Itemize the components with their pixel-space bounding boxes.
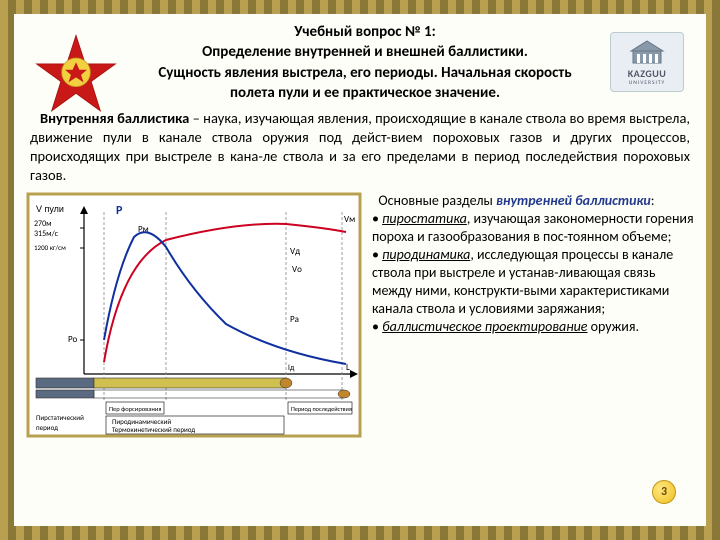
title-line-2: Определение внутренней и внешней баллист…: [116, 42, 614, 62]
svg-text:P: P: [116, 204, 123, 218]
bullet-0: • пиростатика, изучающая закономерности …: [372, 210, 694, 246]
svg-text:lд: lд: [288, 363, 295, 373]
right-colon: :: [651, 192, 655, 209]
title-line-1: Учебный вопрос № 1:: [116, 22, 614, 42]
svg-text:Ро: Ро: [68, 334, 78, 345]
title-line-4: полета пули и ее практическое значение.: [116, 83, 614, 103]
svg-text:270м: 270м: [34, 219, 52, 229]
svg-text:Pм: Pм: [138, 224, 149, 235]
bullet-2: • баллистическое проектирование оружия.: [372, 318, 694, 336]
title-line-3: Сущность явления выстрела, его периоды. …: [116, 63, 614, 83]
svg-text:Vо: Vо: [292, 264, 302, 275]
svg-text:Термокинетический период: Термокинетический период: [112, 425, 195, 434]
svg-text:L: L: [346, 362, 350, 373]
svg-text:Vд: Vд: [290, 246, 300, 257]
svg-text:V пули: V пули: [36, 204, 64, 214]
bullets-container: • пиростатика, изучающая закономерности …: [372, 210, 694, 335]
svg-text:Пирстатический: Пирстатический: [36, 413, 84, 422]
university-logo: KAZGUU UNIVERSITY: [610, 32, 684, 92]
intro-paragraph: Внутренняя баллистика – наука, изучающая…: [30, 109, 690, 184]
bullet-1: • пиродинамика, исследующая процессы в к…: [372, 246, 694, 318]
svg-text:315м/с: 315м/с: [34, 229, 59, 239]
star-emblem: [34, 32, 118, 116]
svg-text:1200 кг/см: 1200 кг/см: [34, 243, 66, 252]
slide-content: KAZGUU UNIVERSITY Учебный вопрос № 1: Оп…: [14, 14, 706, 526]
right-column: Основные разделы внутренней баллистики: …: [372, 192, 694, 438]
slide-title: Учебный вопрос № 1: Определение внутренн…: [116, 22, 614, 103]
page-number: 3: [652, 480, 676, 504]
svg-text:Vм: Vм: [344, 214, 355, 225]
svg-text:Pа: Pа: [290, 314, 299, 325]
svg-text:Пер форсирования: Пер форсирования: [109, 405, 161, 413]
right-intro: Основные разделы: [378, 192, 496, 209]
svg-text:Период последействия: Период последействия: [291, 405, 352, 413]
logo-text: KAZGUU: [628, 67, 667, 80]
right-intro-em: внутренней баллистики: [496, 192, 651, 209]
logo-subtitle: UNIVERSITY: [629, 80, 665, 86]
svg-text:период: период: [36, 423, 58, 432]
ballistics-chart: V пули 270м315м/с 1200 кг/см P Vм Vд Vо Pм Pа Ро L…: [26, 192, 362, 438]
lower-section: V пули 270м315м/с 1200 кг/см P Vм Vд Vо Pм Pа Ро L…: [26, 192, 694, 438]
